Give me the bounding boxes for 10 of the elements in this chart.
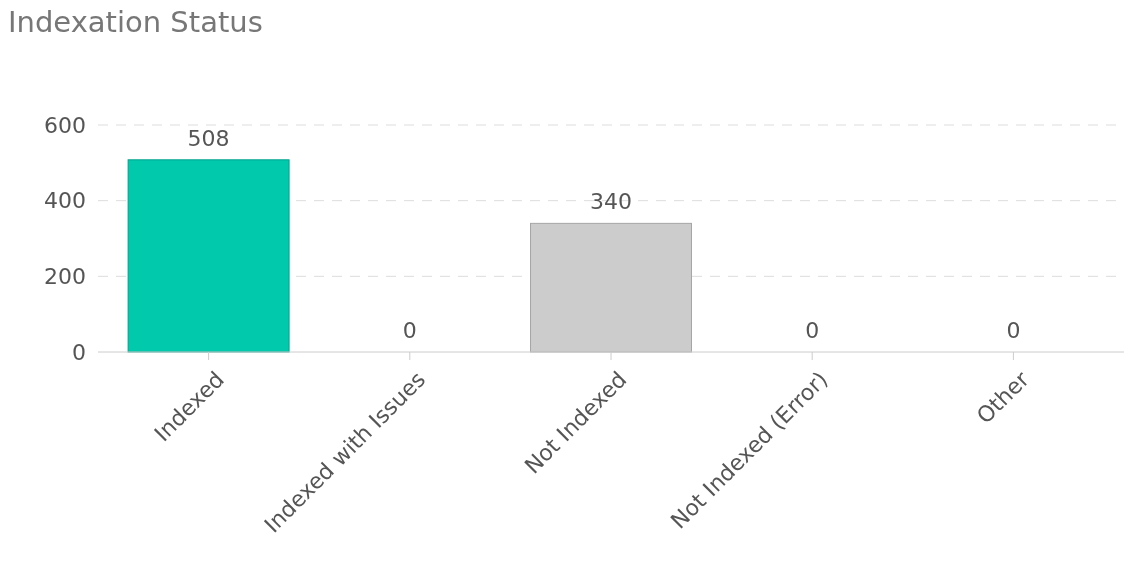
- y-tick-label: 600: [44, 112, 86, 138]
- y-tick-label: 400: [44, 188, 86, 214]
- data-label: 0: [805, 318, 820, 343]
- data-label: 0: [402, 318, 417, 343]
- y-tick-label: 0: [72, 339, 86, 365]
- data-label: 340: [590, 189, 632, 215]
- chart-title: Indexation Status: [8, 5, 263, 39]
- data-label: 0: [1006, 318, 1021, 343]
- data-label: 508: [187, 125, 230, 151]
- y-tick-label: 200: [44, 264, 86, 290]
